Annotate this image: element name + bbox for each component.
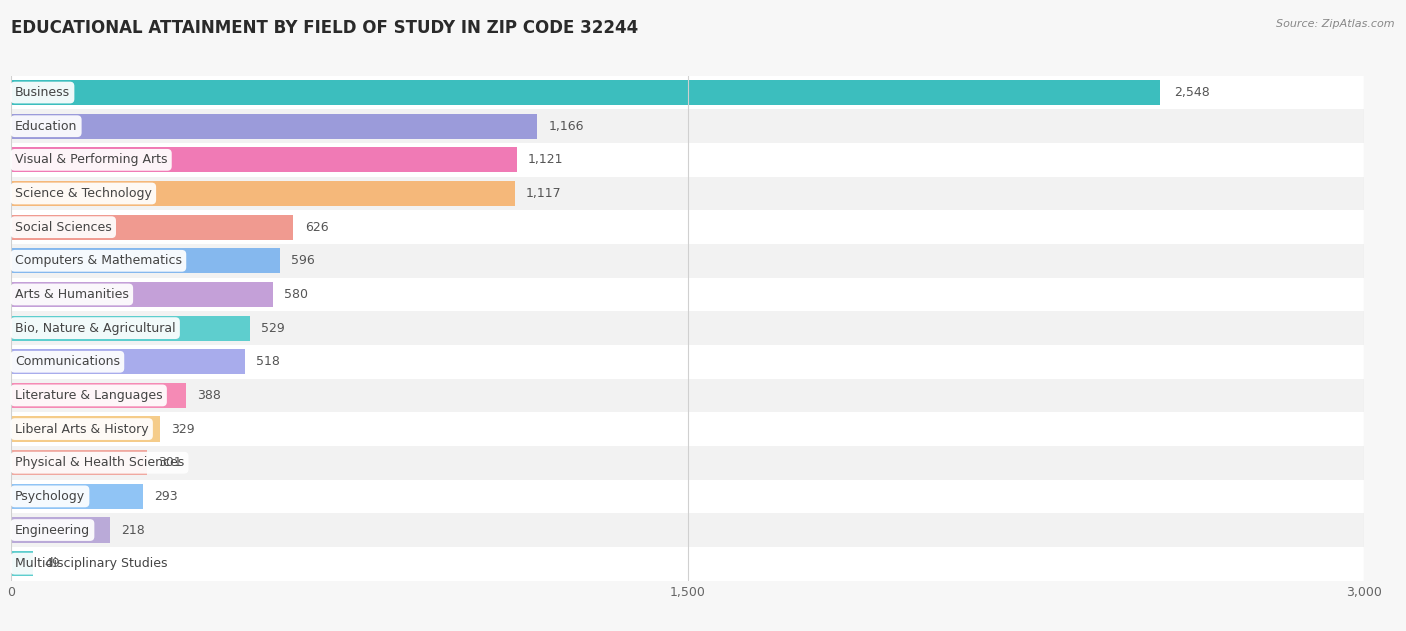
Text: 301: 301 — [159, 456, 181, 469]
Bar — [11, 114, 537, 139]
Bar — [11, 282, 273, 307]
Text: Communications: Communications — [15, 355, 120, 369]
Bar — [11, 278, 1364, 311]
Text: Science & Technology: Science & Technology — [15, 187, 152, 200]
Text: Visual & Performing Arts: Visual & Performing Arts — [15, 153, 167, 167]
Text: 518: 518 — [256, 355, 280, 369]
Text: 626: 626 — [305, 221, 329, 233]
Bar — [11, 484, 143, 509]
Text: Education: Education — [15, 120, 77, 133]
Bar — [11, 513, 1364, 547]
Text: 1,117: 1,117 — [526, 187, 562, 200]
Bar — [11, 215, 294, 240]
Bar — [11, 177, 1364, 210]
Bar — [11, 547, 1364, 581]
Bar — [11, 109, 1364, 143]
Text: Engineering: Engineering — [15, 524, 90, 536]
Text: 2,548: 2,548 — [1174, 86, 1209, 99]
Text: 218: 218 — [121, 524, 145, 536]
Bar — [11, 480, 1364, 513]
Text: 596: 596 — [291, 254, 315, 268]
Bar — [11, 143, 1364, 177]
Bar — [11, 450, 148, 475]
Text: 388: 388 — [197, 389, 221, 402]
Text: Arts & Humanities: Arts & Humanities — [15, 288, 129, 301]
Text: EDUCATIONAL ATTAINMENT BY FIELD OF STUDY IN ZIP CODE 32244: EDUCATIONAL ATTAINMENT BY FIELD OF STUDY… — [11, 19, 638, 37]
Text: 1,166: 1,166 — [548, 120, 583, 133]
Text: Business: Business — [15, 86, 70, 99]
Bar — [11, 446, 1364, 480]
Bar — [11, 248, 280, 273]
Text: 329: 329 — [172, 423, 194, 435]
Text: 293: 293 — [155, 490, 179, 503]
Bar — [11, 147, 516, 172]
Bar — [11, 181, 515, 206]
Text: Physical & Health Sciences: Physical & Health Sciences — [15, 456, 184, 469]
Bar — [11, 517, 110, 543]
Text: 580: 580 — [284, 288, 308, 301]
Bar — [11, 349, 245, 374]
Bar — [11, 416, 159, 442]
Text: 1,121: 1,121 — [527, 153, 564, 167]
Bar — [11, 379, 1364, 412]
Bar — [11, 345, 1364, 379]
Text: Multidisciplinary Studies: Multidisciplinary Studies — [15, 557, 167, 570]
Text: 529: 529 — [262, 322, 285, 334]
Bar — [11, 316, 250, 341]
Bar — [11, 383, 186, 408]
Text: Liberal Arts & History: Liberal Arts & History — [15, 423, 149, 435]
Text: Literature & Languages: Literature & Languages — [15, 389, 163, 402]
Bar — [11, 412, 1364, 446]
Bar — [11, 80, 1160, 105]
Text: Psychology: Psychology — [15, 490, 84, 503]
Text: Social Sciences: Social Sciences — [15, 221, 111, 233]
Bar — [11, 551, 34, 576]
Bar — [11, 210, 1364, 244]
Text: Computers & Mathematics: Computers & Mathematics — [15, 254, 181, 268]
Text: Source: ZipAtlas.com: Source: ZipAtlas.com — [1277, 19, 1395, 29]
Text: Bio, Nature & Agricultural: Bio, Nature & Agricultural — [15, 322, 176, 334]
Bar — [11, 311, 1364, 345]
Text: 49: 49 — [45, 557, 60, 570]
Bar — [11, 76, 1364, 109]
Bar — [11, 244, 1364, 278]
